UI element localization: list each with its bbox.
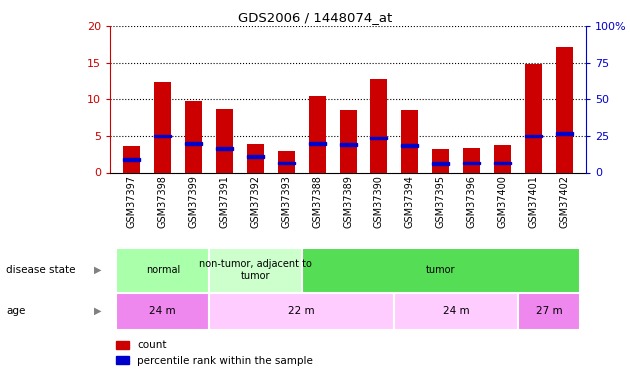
Bar <box>401 110 418 172</box>
Bar <box>123 146 140 172</box>
Bar <box>247 144 264 172</box>
Bar <box>154 135 171 137</box>
Bar <box>209 292 394 330</box>
Bar <box>525 135 542 137</box>
Bar <box>463 162 480 164</box>
Bar <box>216 147 233 150</box>
Bar <box>525 64 542 172</box>
Bar <box>494 162 511 164</box>
Text: age: age <box>6 306 26 316</box>
Bar <box>278 151 295 172</box>
Bar <box>309 96 326 172</box>
Text: 24 m: 24 m <box>443 306 469 316</box>
Bar <box>123 158 140 160</box>
Bar <box>185 101 202 172</box>
Bar <box>117 248 209 292</box>
Bar <box>340 110 357 172</box>
Bar <box>340 143 357 146</box>
Bar <box>394 292 518 330</box>
Text: ▶: ▶ <box>94 265 101 275</box>
Bar <box>401 144 418 147</box>
Bar <box>518 292 580 330</box>
Bar <box>185 142 202 144</box>
Bar <box>432 162 449 165</box>
Bar <box>209 248 302 292</box>
Bar <box>432 149 449 172</box>
Bar <box>309 142 326 144</box>
Bar <box>247 155 264 158</box>
Bar <box>370 137 387 140</box>
Text: 24 m: 24 m <box>149 306 176 316</box>
Text: normal: normal <box>146 265 180 275</box>
Bar <box>154 82 171 172</box>
Text: 22 m: 22 m <box>289 306 315 316</box>
Text: disease state: disease state <box>6 265 76 275</box>
Bar <box>302 248 580 292</box>
Text: tumor: tumor <box>426 265 455 275</box>
Legend: count, percentile rank within the sample: count, percentile rank within the sample <box>112 336 318 370</box>
Bar <box>556 132 573 135</box>
Bar <box>117 292 209 330</box>
Bar <box>463 148 480 172</box>
Bar <box>278 162 295 164</box>
Bar <box>216 109 233 172</box>
Text: non-tumor, adjacent to
tumor: non-tumor, adjacent to tumor <box>199 259 312 281</box>
Bar <box>556 48 573 172</box>
Text: 27 m: 27 m <box>536 306 562 316</box>
Text: GDS2006 / 1448074_at: GDS2006 / 1448074_at <box>238 11 392 24</box>
Text: ▶: ▶ <box>94 306 101 316</box>
Bar <box>370 79 387 172</box>
Bar <box>494 146 511 172</box>
